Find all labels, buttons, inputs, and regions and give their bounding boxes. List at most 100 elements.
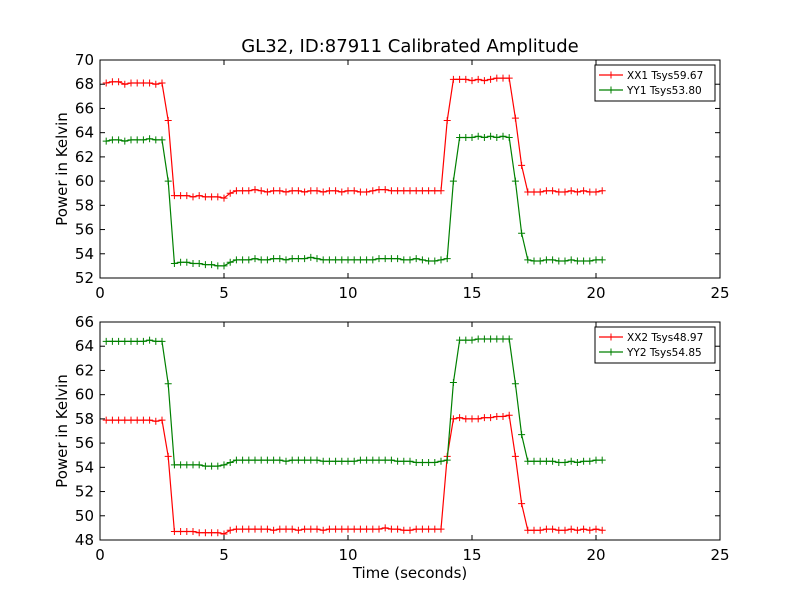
data-point-marker bbox=[598, 256, 606, 264]
data-point-marker bbox=[152, 417, 160, 425]
data-point-marker bbox=[257, 525, 265, 533]
data-point-marker bbox=[487, 75, 495, 83]
data-point-marker bbox=[307, 456, 315, 464]
data-point-marker bbox=[245, 256, 253, 264]
data-point-marker bbox=[115, 337, 123, 345]
data-point-marker bbox=[449, 75, 457, 83]
data-point-marker bbox=[462, 415, 470, 423]
data-point-marker bbox=[387, 255, 395, 263]
data-point-marker bbox=[412, 525, 420, 533]
x-tick-label: 5 bbox=[219, 284, 229, 302]
data-point-marker bbox=[462, 336, 470, 344]
data-point-marker bbox=[505, 411, 513, 419]
data-point-marker bbox=[400, 187, 408, 195]
data-point-marker bbox=[282, 188, 290, 196]
data-point-marker bbox=[108, 337, 116, 345]
data-point-marker bbox=[344, 457, 352, 465]
data-point-marker bbox=[425, 187, 433, 195]
data-point-marker bbox=[282, 256, 290, 264]
data-point-marker bbox=[449, 177, 457, 185]
x-tick-label: 25 bbox=[710, 284, 729, 302]
data-point-marker bbox=[294, 255, 302, 263]
data-point-marker bbox=[518, 500, 526, 508]
data-point-marker bbox=[369, 525, 377, 533]
data-point-marker bbox=[511, 177, 519, 185]
data-point-marker bbox=[363, 456, 371, 464]
data-point-marker bbox=[338, 188, 346, 196]
data-point-marker bbox=[127, 416, 135, 424]
data-point-marker bbox=[251, 186, 259, 194]
data-point-marker bbox=[412, 255, 420, 263]
data-point-marker bbox=[158, 416, 166, 424]
data-point-marker bbox=[189, 193, 197, 201]
data-point-marker bbox=[400, 256, 408, 264]
data-point-marker bbox=[573, 526, 581, 534]
data-point-marker bbox=[201, 193, 209, 201]
data-point-marker bbox=[518, 229, 526, 237]
data-point-marker bbox=[332, 457, 340, 465]
data-point-marker bbox=[480, 335, 488, 343]
data-point-marker bbox=[338, 457, 346, 465]
data-point-marker bbox=[369, 187, 377, 195]
data-point-marker bbox=[164, 380, 172, 388]
data-point-marker bbox=[536, 526, 544, 534]
data-point-marker bbox=[561, 257, 569, 265]
data-point-marker bbox=[108, 416, 116, 424]
data-point-marker bbox=[239, 456, 247, 464]
data-point-marker bbox=[189, 461, 197, 469]
y-tick-label: 56 bbox=[75, 434, 94, 452]
data-point-marker bbox=[387, 187, 395, 195]
y-tick-label: 52 bbox=[75, 483, 94, 501]
data-point-marker bbox=[170, 461, 178, 469]
data-point-marker bbox=[394, 525, 402, 533]
data-point-marker bbox=[567, 457, 575, 465]
data-point-marker bbox=[226, 189, 234, 197]
data-point-marker bbox=[555, 257, 563, 265]
y-tick-label: 54 bbox=[75, 245, 94, 263]
data-point-marker bbox=[226, 258, 234, 266]
data-point-marker bbox=[549, 525, 557, 533]
data-point-marker bbox=[133, 337, 141, 345]
data-point-marker bbox=[301, 525, 309, 533]
data-point-marker bbox=[276, 456, 284, 464]
data-point-marker bbox=[177, 461, 185, 469]
data-point-marker bbox=[462, 134, 470, 142]
data-point-marker bbox=[319, 457, 327, 465]
x-tick-label: 0 bbox=[95, 284, 105, 302]
data-point-marker bbox=[493, 74, 501, 82]
data-point-marker bbox=[511, 114, 519, 122]
data-point-marker bbox=[257, 256, 265, 264]
data-point-marker bbox=[394, 187, 402, 195]
data-point-marker bbox=[344, 256, 352, 264]
data-point-marker bbox=[102, 79, 110, 87]
data-point-marker bbox=[542, 256, 550, 264]
data-point-marker bbox=[226, 526, 234, 534]
y-axis-label: Power in Kelvin bbox=[53, 112, 71, 226]
data-point-marker bbox=[468, 415, 476, 423]
figure-title: GL32, ID:87911 Calibrated Amplitude bbox=[241, 36, 579, 57]
data-point-marker bbox=[468, 77, 476, 85]
data-point-marker bbox=[170, 259, 178, 267]
data-point-marker bbox=[214, 462, 222, 470]
y-tick-label: 62 bbox=[75, 148, 94, 166]
data-point-marker bbox=[592, 525, 600, 533]
data-point-marker bbox=[282, 525, 290, 533]
legend-box bbox=[594, 326, 716, 364]
data-point-marker bbox=[344, 525, 352, 533]
data-point-marker bbox=[487, 335, 495, 343]
data-point-marker bbox=[505, 335, 513, 343]
data-point-marker bbox=[164, 117, 172, 125]
legend-marker bbox=[607, 348, 615, 356]
data-point-marker bbox=[350, 187, 358, 195]
data-point-marker bbox=[139, 416, 147, 424]
data-point-marker bbox=[580, 187, 588, 195]
legend-marker bbox=[607, 71, 615, 79]
data-point-marker bbox=[592, 188, 600, 196]
data-point-marker bbox=[549, 457, 557, 465]
data-point-marker bbox=[350, 457, 358, 465]
data-point-marker bbox=[443, 117, 451, 125]
data-point-marker bbox=[263, 525, 271, 533]
data-point-marker bbox=[524, 526, 532, 534]
data-point-marker bbox=[195, 192, 203, 200]
plot-frame bbox=[99, 321, 721, 541]
